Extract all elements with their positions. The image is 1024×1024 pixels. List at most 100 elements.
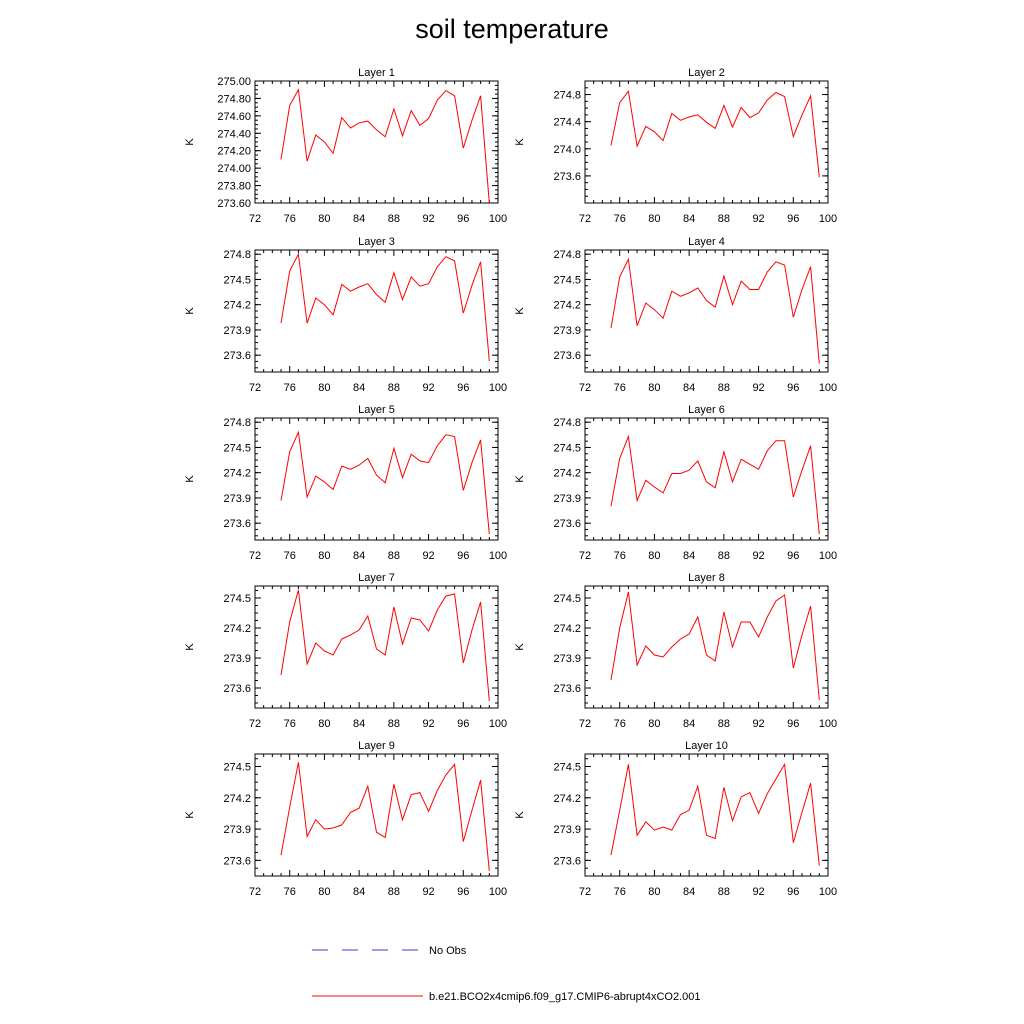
x-tick-label: 72: [579, 550, 591, 562]
y-tick-label: 273.6: [553, 855, 581, 867]
y-axis-label: K: [514, 475, 526, 483]
y-tick-label: 273.9: [223, 325, 251, 337]
panel-title: Layer 10: [685, 740, 728, 752]
x-tick-label: 100: [819, 382, 837, 394]
x-tick-label: 84: [683, 213, 695, 225]
panel-layer-4: Layer 4 72 76 80 84 88 92 96 100 273.6 273.9 274.2 2…: [514, 236, 837, 394]
y-tick-label: 273.6: [223, 683, 251, 695]
y-tick-label: 274.8: [223, 249, 251, 261]
x-tick-label: 72: [249, 213, 261, 225]
y-tick-label: 274.5: [553, 442, 581, 454]
x-tick-label: 84: [683, 550, 695, 562]
x-tick-label: 84: [683, 886, 695, 898]
x-tick-label: 76: [614, 550, 626, 562]
panel-layer-9: Layer 9 72 76 80 84 88 92 96 100 273.6 273.9 274.2 2…: [184, 740, 507, 898]
series-line: [610, 591, 820, 701]
legend-label-no-obs: No Obs: [429, 945, 467, 957]
x-tick-label: 96: [787, 550, 799, 562]
x-tick-label: 88: [388, 382, 400, 394]
x-tick-label: 96: [787, 886, 799, 898]
x-tick-label: 80: [648, 886, 660, 898]
x-tick-label: 84: [353, 550, 365, 562]
y-tick-label: 274.2: [553, 300, 581, 312]
x-tick-label: 76: [614, 213, 626, 225]
x-tick-label: 92: [752, 886, 764, 898]
y-tick-label: 274.2: [223, 793, 251, 805]
x-tick-label: 92: [752, 550, 764, 562]
x-tick-label: 72: [579, 213, 591, 225]
series-line: [280, 252, 490, 362]
y-tick-label: 274.5: [553, 274, 581, 286]
plot-frame: [584, 585, 829, 709]
x-tick-label: 84: [353, 886, 365, 898]
x-tick-label: 80: [648, 718, 660, 730]
x-tick-label: 88: [718, 213, 730, 225]
x-tick-label: 96: [457, 213, 469, 225]
y-tick-label: 274.5: [223, 274, 251, 286]
x-tick-label: 92: [422, 886, 434, 898]
y-tick-label: 273.6: [553, 350, 581, 362]
panel-title: Layer 8: [688, 572, 725, 584]
x-tick-label: 92: [422, 550, 434, 562]
y-axis-label: K: [184, 475, 196, 483]
x-tick-label: 96: [787, 213, 799, 225]
y-axis-label: K: [184, 811, 196, 819]
y-tick-label: 274.5: [553, 762, 581, 774]
x-tick-label: 80: [318, 382, 330, 394]
series-line: [610, 434, 820, 535]
x-tick-label: 76: [284, 382, 296, 394]
x-tick-label: 76: [284, 886, 296, 898]
series-line: [280, 762, 490, 871]
x-tick-label: 80: [648, 213, 660, 225]
panel-layer-3: Layer 3 72 76 80 84 88 92 96 100 273.6 273.9 274.2 2…: [184, 236, 507, 394]
y-tick-label: 273.60: [217, 198, 251, 210]
y-tick-label: 274.2: [553, 623, 581, 635]
x-tick-label: 76: [284, 550, 296, 562]
y-axis-label: K: [514, 643, 526, 651]
x-tick-label: 100: [489, 886, 507, 898]
x-tick-label: 88: [388, 550, 400, 562]
x-tick-label: 96: [457, 718, 469, 730]
x-tick-label: 96: [787, 718, 799, 730]
x-tick-label: 72: [579, 886, 591, 898]
y-tick-label: 273.6: [553, 518, 581, 530]
x-tick-label: 100: [819, 886, 837, 898]
series-line: [610, 89, 820, 178]
x-tick-label: 92: [422, 213, 434, 225]
panel-title: Layer 9: [358, 740, 395, 752]
x-tick-label: 100: [489, 382, 507, 394]
x-tick-label: 84: [353, 382, 365, 394]
x-tick-label: 96: [787, 382, 799, 394]
panel-layer-5: Layer 5 72 76 80 84 88 92 96 100 273.6 273.9 274.2 2…: [184, 404, 507, 562]
x-tick-label: 84: [353, 718, 365, 730]
plot-frame: [584, 249, 829, 373]
y-tick-label: 274.8: [553, 249, 581, 261]
series-line: [610, 762, 820, 866]
plot-frame: [584, 417, 829, 541]
figure-title: soil temperature: [415, 14, 609, 44]
y-tick-label: 274.2: [223, 468, 251, 480]
plot-frame: [254, 753, 499, 877]
series-line: [280, 589, 490, 702]
x-tick-label: 96: [457, 550, 469, 562]
y-tick-label: 274.2: [223, 623, 251, 635]
panel-title: Layer 5: [358, 404, 395, 416]
y-axis-label: K: [184, 138, 196, 146]
y-tick-label: 274.5: [223, 762, 251, 774]
y-tick-label: 273.9: [223, 824, 251, 836]
y-axis-label: K: [514, 307, 526, 315]
y-tick-label: 274.8: [553, 417, 581, 429]
x-tick-label: 88: [718, 550, 730, 562]
y-tick-label: 274.5: [223, 593, 251, 605]
y-tick-label: 274.20: [217, 146, 251, 158]
panel-title: Layer 2: [688, 67, 725, 79]
panel-layer-6: Layer 6 72 76 80 84 88 92 96 100 273.6 273.9 274.2 2…: [514, 404, 837, 562]
y-tick-label: 273.6: [223, 855, 251, 867]
panel-title: Layer 1: [358, 67, 395, 79]
y-tick-label: 274.2: [223, 300, 251, 312]
x-tick-label: 72: [249, 382, 261, 394]
x-tick-label: 92: [422, 718, 434, 730]
y-tick-label: 273.9: [553, 653, 581, 665]
y-tick-label: 274.8: [553, 90, 581, 102]
